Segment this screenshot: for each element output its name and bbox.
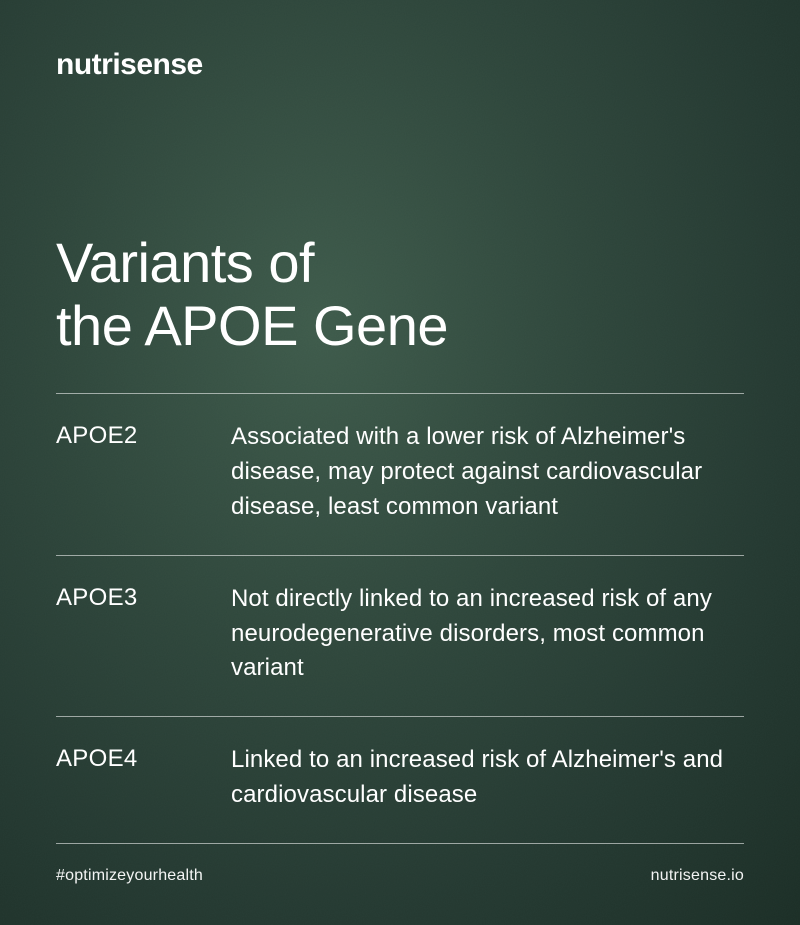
variant-label: APOE4 [56,743,231,813]
footer-site: nutrisense.io [651,867,744,885]
title-line-1: Variants of [56,231,314,294]
variant-description: Linked to an increased risk of Alzheimer… [231,743,744,813]
table-row: APOE4 Linked to an increased risk of Alz… [56,716,744,844]
footer-hashtag: #optimizeyourhealth [56,867,203,885]
variant-description: Not directly linked to an increased risk… [231,582,744,686]
table-row: APOE3 Not directly linked to an increase… [56,555,744,716]
variant-label: APOE2 [56,420,231,524]
page-title: Variants of the APOE Gene [56,232,744,357]
table-row: APOE2 Associated with a lower risk of Al… [56,393,744,554]
variant-description: Associated with a lower risk of Alzheime… [231,420,744,524]
brand-logo: nutrisense [56,48,744,82]
title-line-2: the APOE Gene [56,294,448,357]
variant-table: APOE2 Associated with a lower risk of Al… [56,393,744,843]
infographic-card: nutrisense Variants of the APOE Gene APO… [0,0,800,925]
footer: #optimizeyourhealth nutrisense.io [56,867,744,885]
variant-label: APOE3 [56,582,231,686]
